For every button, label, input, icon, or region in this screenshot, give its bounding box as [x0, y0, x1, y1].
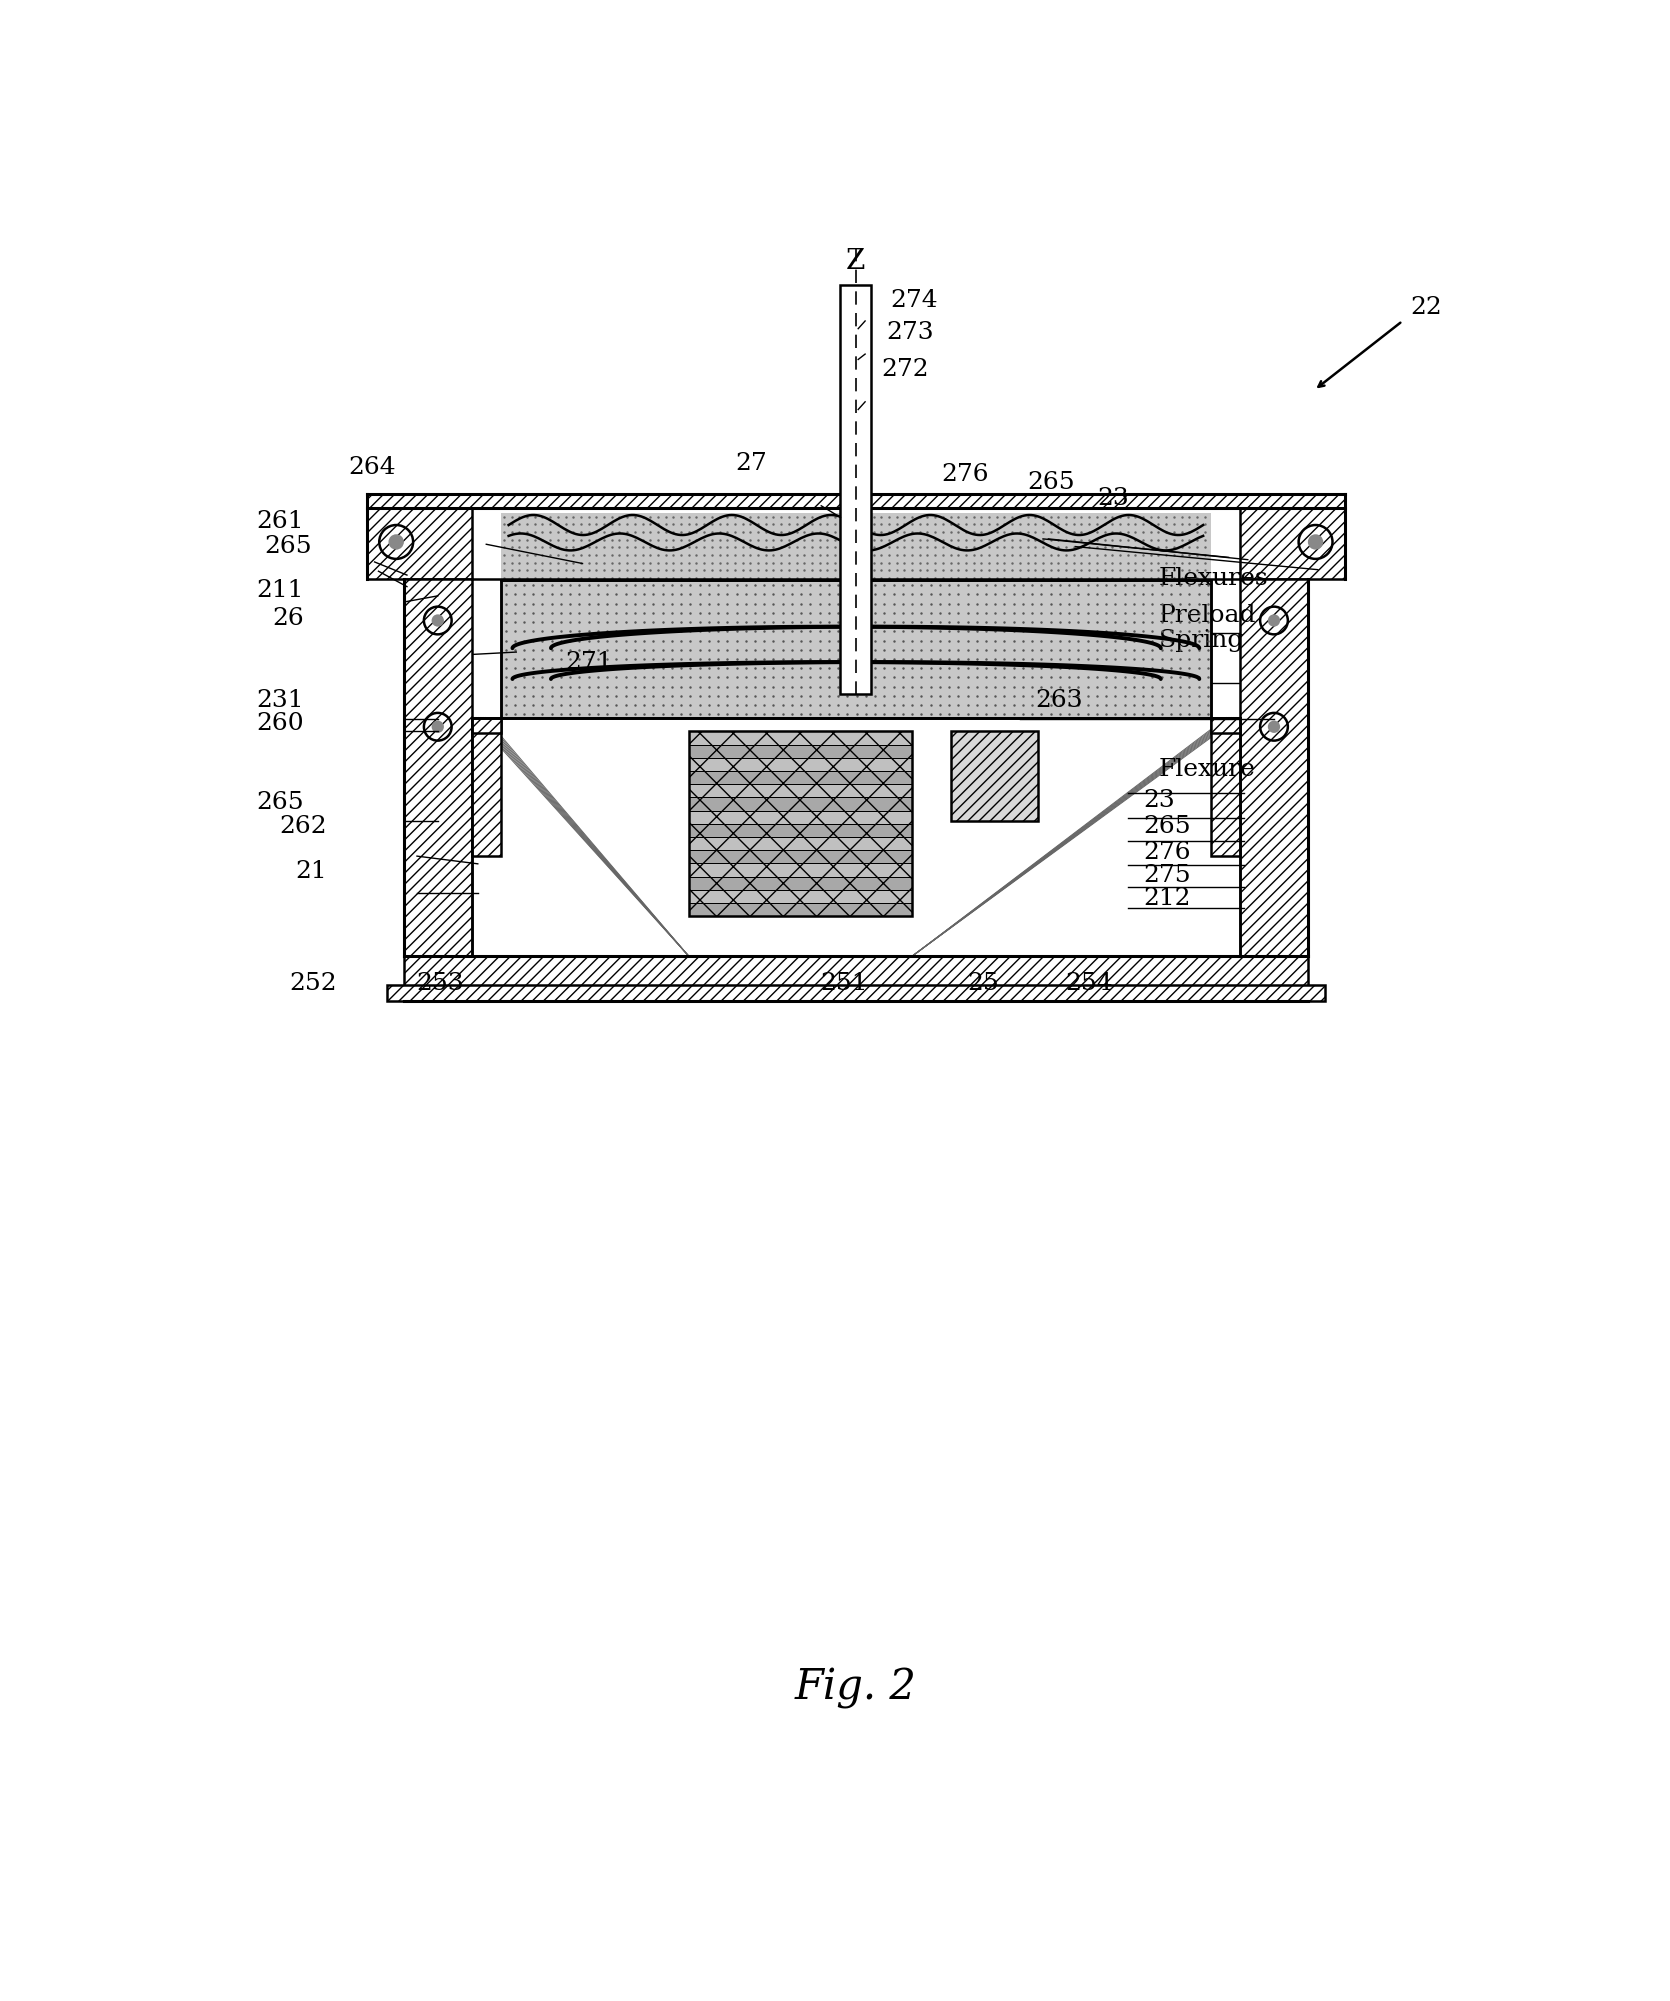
Circle shape	[1268, 614, 1281, 626]
Circle shape	[389, 534, 404, 550]
Bar	[501, 580, 1211, 718]
Bar	[501, 580, 1211, 718]
Circle shape	[431, 614, 444, 626]
Text: 276: 276	[942, 464, 989, 486]
Bar	[1241, 578, 1308, 956]
Bar	[688, 796, 912, 810]
Bar	[688, 824, 912, 836]
Text: 254: 254	[1065, 972, 1112, 994]
Bar	[404, 956, 1308, 1000]
Text: Preload: Preload	[1159, 604, 1256, 628]
Text: Fig. 2: Fig. 2	[795, 1667, 917, 1709]
Text: 265: 265	[1142, 814, 1191, 838]
Text: 261: 261	[256, 510, 304, 532]
Text: 271: 271	[564, 650, 613, 674]
Bar	[688, 862, 912, 876]
Text: 251: 251	[820, 972, 868, 994]
Bar	[688, 902, 912, 916]
Text: 275: 275	[1142, 864, 1191, 886]
Text: 253: 253	[416, 972, 464, 994]
Bar	[688, 890, 912, 902]
Bar	[367, 494, 1344, 508]
Text: Flexure: Flexure	[1159, 758, 1256, 780]
Text: 22: 22	[1409, 296, 1441, 320]
Text: 23: 23	[1142, 788, 1174, 812]
Text: 252: 252	[289, 972, 337, 994]
Bar	[950, 732, 1039, 822]
Bar	[404, 578, 471, 956]
Text: 21: 21	[296, 860, 327, 882]
Bar	[1211, 718, 1241, 856]
Bar	[1211, 718, 1241, 732]
Bar	[471, 718, 501, 856]
Bar	[688, 810, 912, 824]
Bar	[688, 770, 912, 784]
Bar	[688, 732, 912, 916]
Text: 260: 260	[256, 712, 304, 734]
Bar	[501, 514, 1211, 580]
Text: 265: 265	[256, 790, 304, 814]
Text: 26: 26	[272, 608, 304, 630]
Bar	[688, 744, 912, 758]
Text: 263: 263	[1035, 688, 1082, 712]
Bar	[840, 284, 872, 694]
Bar	[1241, 508, 1344, 578]
Text: Z: Z	[847, 248, 865, 276]
Text: 23: 23	[1097, 486, 1129, 510]
Text: 276: 276	[1142, 840, 1191, 864]
Bar	[688, 836, 912, 850]
Circle shape	[1268, 720, 1281, 732]
Text: 27: 27	[735, 452, 767, 474]
Bar	[367, 508, 471, 578]
Text: 231: 231	[256, 688, 304, 712]
Circle shape	[431, 720, 444, 732]
Bar	[688, 876, 912, 890]
Text: 265: 265	[1027, 470, 1075, 494]
Text: 272: 272	[882, 358, 929, 380]
Text: 211: 211	[257, 578, 304, 602]
Bar	[688, 758, 912, 770]
Text: 274: 274	[890, 288, 939, 312]
Text: Spring: Spring	[1159, 628, 1244, 652]
Text: 262: 262	[279, 814, 327, 838]
Bar	[688, 850, 912, 862]
Text: Flexures: Flexures	[1159, 568, 1268, 590]
Text: 264: 264	[349, 456, 396, 478]
Bar	[688, 784, 912, 796]
Bar	[387, 984, 1324, 1000]
Bar	[688, 732, 912, 744]
Circle shape	[1308, 534, 1323, 550]
Text: 212: 212	[1142, 886, 1191, 910]
Text: 273: 273	[887, 320, 934, 344]
Text: 25: 25	[967, 972, 999, 994]
Bar	[471, 718, 501, 732]
Text: 265: 265	[264, 534, 312, 558]
